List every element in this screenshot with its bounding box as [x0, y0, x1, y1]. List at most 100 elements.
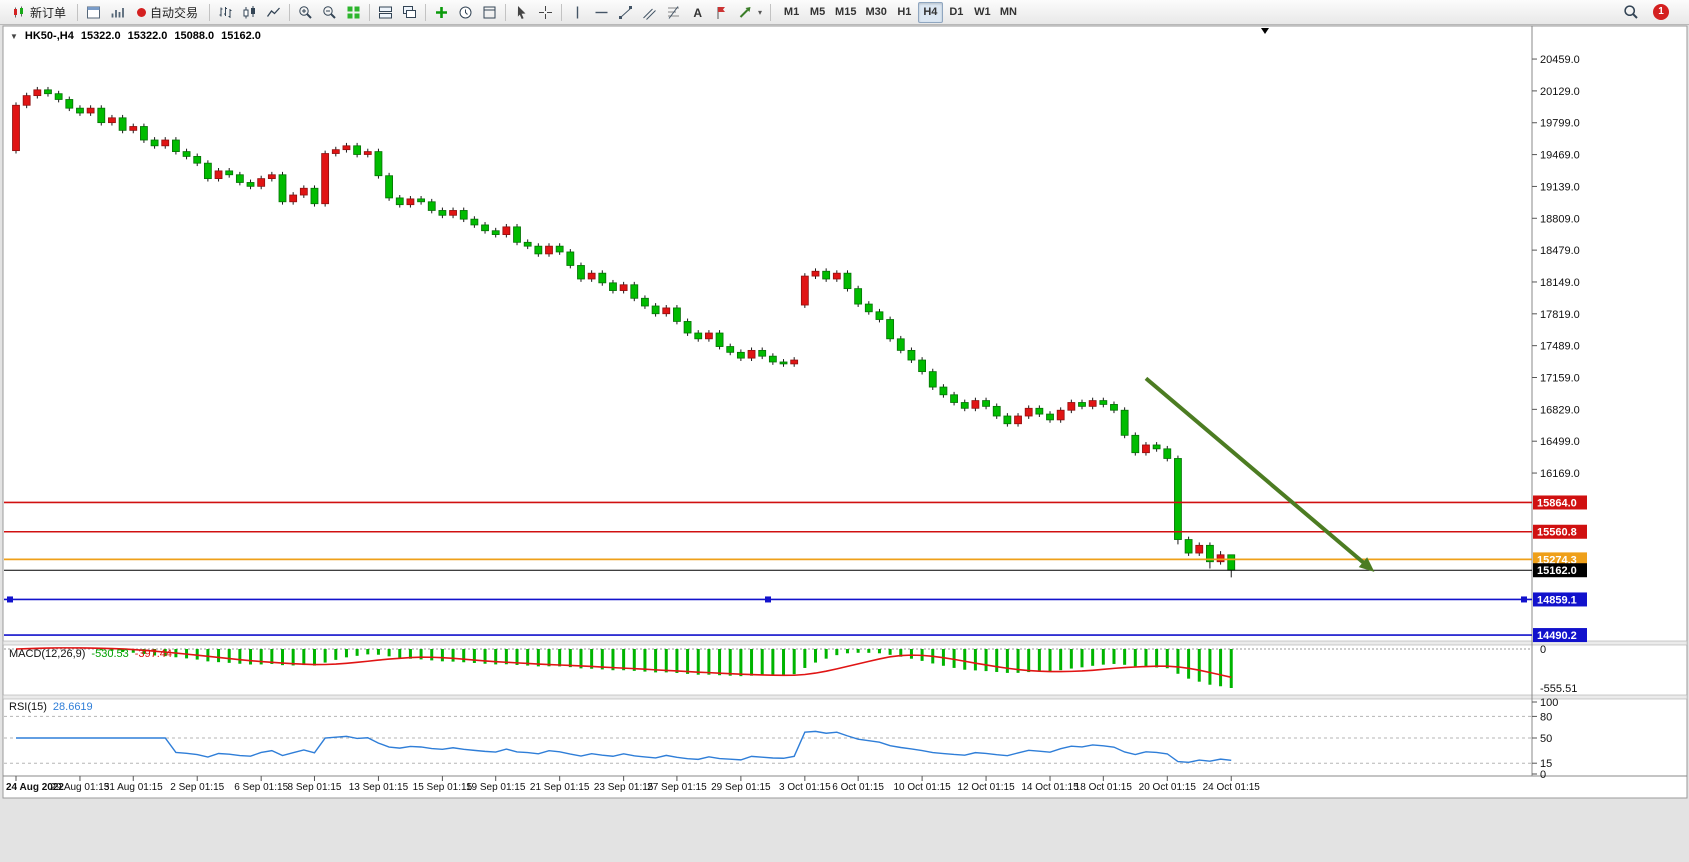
time-axis-label: 3 Oct 01:15	[779, 782, 831, 793]
new-order-label: 新订单	[30, 5, 67, 20]
candle-bearish	[385, 175, 394, 199]
candle-bearish	[630, 284, 639, 299]
candle-bullish	[267, 174, 276, 180]
crosshair-icon	[539, 5, 553, 19]
price-box	[1533, 592, 1587, 607]
price-tick-label: 19799.0	[1540, 118, 1580, 130]
time-axis-label: 21 Sep 01:15	[530, 782, 590, 793]
time-axis-label: 24 Oct 01:15	[1203, 782, 1261, 793]
candle-bearish	[1099, 400, 1108, 405]
candle-bullish	[971, 400, 980, 409]
candle-bullish	[1088, 400, 1097, 407]
price-tick-label: 18479.0	[1540, 245, 1580, 257]
candle-bullish	[331, 149, 340, 154]
candle-bearish	[225, 170, 234, 176]
time-axis-label: 31 Aug 01:15	[104, 782, 163, 793]
candle-bearish	[193, 156, 202, 164]
fibonacci-button[interactable]	[662, 2, 685, 23]
macd-main-value: -530.53	[91, 648, 129, 660]
line-chart-button[interactable]	[262, 2, 285, 23]
bar-chart-button[interactable]	[214, 2, 237, 23]
low-value: 15088.0	[174, 30, 215, 42]
candle-bearish	[928, 371, 937, 388]
timeframe-h4-button[interactable]: H4	[917, 1, 943, 23]
scroll-marker-icon[interactable]	[1261, 28, 1269, 34]
candle-bearish	[182, 151, 191, 157]
horizontal-line-button[interactable]	[590, 2, 613, 23]
time-axis-label: 10 Oct 01:15	[893, 782, 951, 793]
timeframe-m15-button[interactable]: M15	[831, 2, 860, 23]
timeframe-m30-button[interactable]: M30	[861, 2, 890, 23]
candle-bearish	[374, 151, 383, 177]
price-boxes: 15864.015560.815274.315162.014859.114490…	[1533, 495, 1587, 643]
price-box-label: 14859.1	[1537, 594, 1577, 606]
svg-text:A: A	[693, 6, 702, 20]
timeframe-w1-button[interactable]: W1	[970, 2, 995, 23]
main-toolbar: 新订单 自动交易	[0, 0, 1689, 25]
price-box-label: 14490.2	[1537, 630, 1577, 642]
autotrading-button[interactable]: 自动交易	[130, 2, 205, 23]
price-box	[1533, 552, 1587, 567]
price-tick-label: 18809.0	[1540, 213, 1580, 225]
label-button[interactable]	[710, 2, 733, 23]
rsi-axis-label: 0	[1540, 769, 1546, 781]
charts-window-button[interactable]	[82, 2, 105, 23]
channel-button[interactable]	[638, 2, 661, 23]
time-axis-label: 29 Aug 01:15	[50, 782, 109, 793]
timeframe-d1-button[interactable]: D1	[944, 2, 969, 23]
notification-badge[interactable]: 1	[1653, 4, 1669, 20]
candle-bearish	[278, 174, 287, 203]
timeframe-m1-button[interactable]: M1	[779, 2, 804, 23]
market-watch-button[interactable]	[106, 2, 129, 23]
zoom-out-button[interactable]	[318, 2, 341, 23]
indicators-button[interactable]	[430, 2, 453, 23]
chart-window-bg	[2, 25, 1688, 799]
hline-selection-handle[interactable]	[7, 596, 13, 603]
price-tick-label: 19139.0	[1540, 181, 1580, 193]
candle-bullish	[342, 145, 351, 151]
trendline-button[interactable]	[614, 2, 637, 23]
hline-selection-handle[interactable]	[765, 596, 771, 603]
candle-bearish	[907, 349, 916, 361]
candle-bullish	[705, 332, 713, 340]
candle-bearish	[918, 359, 926, 373]
time-axis-label: 2 Sep 01:15	[170, 782, 224, 793]
candlestick-chart-icon	[243, 5, 256, 18]
timeframe-h1-button[interactable]: H1	[892, 2, 917, 23]
candle-bearish	[566, 251, 575, 266]
crosshair-button[interactable]	[534, 2, 557, 23]
candle-bullish	[587, 272, 596, 280]
price-box	[1533, 628, 1587, 643]
timeframe-mn-button[interactable]: MN	[996, 2, 1021, 23]
candle-bearish	[1035, 407, 1044, 415]
new-order-button[interactable]: 新订单	[4, 2, 73, 23]
text-button[interactable]: A	[686, 2, 709, 23]
arrow-head[interactable]	[1358, 557, 1375, 572]
candle-bearish	[822, 270, 831, 280]
arrow-line[interactable]	[1144, 376, 1372, 570]
time-axis-label: 19 Sep 01:15	[466, 782, 526, 793]
periods-button[interactable]	[454, 2, 477, 23]
hline-selection-handle[interactable]	[1521, 596, 1527, 603]
zoom-in-button[interactable]	[294, 2, 317, 23]
candlestick-chart-button[interactable]	[238, 2, 261, 23]
search-button[interactable]	[1619, 2, 1643, 23]
vertical-line-button[interactable]	[566, 2, 589, 23]
templates-button[interactable]	[478, 2, 501, 23]
macd-label-row: MACD(12,26,9) -530.53 -397.44	[9, 648, 172, 660]
chart-menu-triangle-icon[interactable]: ▼	[10, 31, 18, 41]
timeframe-m5-button[interactable]: M5	[805, 2, 830, 23]
cursor-button[interactable]	[510, 2, 533, 23]
candle-bearish	[417, 198, 425, 203]
new-order-icon	[14, 6, 23, 17]
arrow-shape-icon	[739, 6, 751, 18]
candle-bearish	[736, 351, 745, 359]
candle-bullish	[363, 151, 372, 155]
candle-bearish	[523, 241, 532, 247]
shapes-button[interactable]: ▾	[734, 2, 766, 23]
candle-bearish	[609, 282, 617, 291]
tile-windows-button[interactable]	[342, 2, 365, 23]
arrange-windows-button[interactable]	[374, 2, 397, 23]
cascade-windows-button[interactable]	[398, 2, 421, 23]
